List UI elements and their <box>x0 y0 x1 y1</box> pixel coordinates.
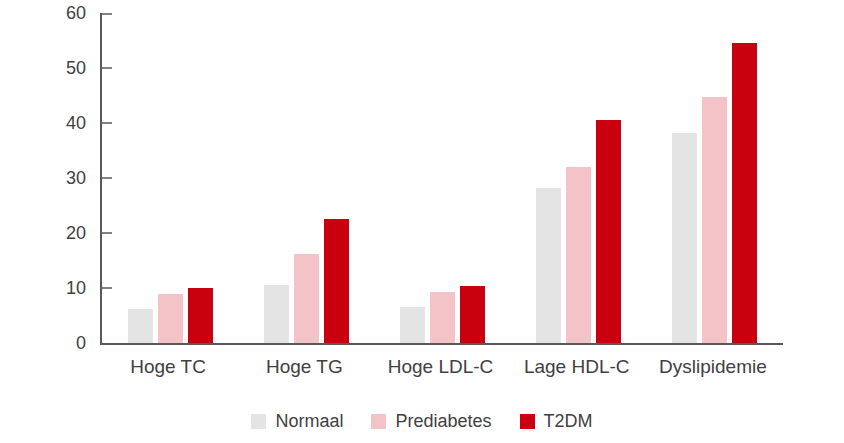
bar-t2dm <box>596 120 621 343</box>
x-axis-category-label: Hoge TC <box>100 356 236 378</box>
bar-group <box>374 13 510 343</box>
y-axis-tick-label: 20 <box>0 224 86 242</box>
legend-label: Normaal <box>275 411 343 432</box>
y-axis-tick-mark <box>102 177 112 179</box>
bar-prediabetes <box>566 167 591 343</box>
legend: Normaal Prediabetes T2DM <box>0 411 844 432</box>
y-axis-tick-label: 50 <box>0 59 86 77</box>
bar-normaal <box>672 133 697 343</box>
legend-swatch <box>371 414 386 429</box>
y-axis-tick-label: 60 <box>0 4 86 22</box>
bar-group <box>511 13 647 343</box>
legend-item-t2dm: T2DM <box>520 411 593 432</box>
y-axis-tick-mark <box>102 232 112 234</box>
x-axis-category-label: Hoge TG <box>236 356 372 378</box>
legend-label: T2DM <box>544 411 593 432</box>
y-axis-tick-label: 40 <box>0 114 86 132</box>
bar-groups <box>102 13 783 343</box>
plot-area <box>100 13 783 345</box>
y-axis-tick-mark <box>102 13 112 15</box>
bar-prediabetes <box>158 294 183 344</box>
bar-group <box>238 13 374 343</box>
bar-normaal <box>264 285 289 343</box>
bar-normaal <box>536 188 561 343</box>
x-axis-category-label: Hoge LDL-C <box>372 356 508 378</box>
x-axis-category-label: Lage HDL-C <box>509 356 645 378</box>
bar-t2dm <box>324 219 349 343</box>
bar-group <box>102 13 238 343</box>
legend-item-prediabetes: Prediabetes <box>371 411 491 432</box>
x-axis-labels: Hoge TCHoge TGHoge LDL-CLage HDL-CDyslip… <box>100 356 781 378</box>
y-axis-tick-mark <box>102 287 112 289</box>
bar-t2dm <box>460 286 485 343</box>
y-axis-tick-mark <box>102 67 112 69</box>
bar-t2dm <box>188 288 213 343</box>
legend-swatch <box>520 414 535 429</box>
bar-normaal <box>128 309 153 343</box>
y-axis-tick-mark <box>102 122 112 124</box>
bar-t2dm <box>732 43 757 343</box>
y-axis-tick-label: 30 <box>0 169 86 187</box>
bar-prediabetes <box>702 97 727 343</box>
legend-label: Prediabetes <box>395 411 491 432</box>
bar-normaal <box>400 307 425 343</box>
legend-item-normaal: Normaal <box>251 411 343 432</box>
y-axis-tick-label: 0 <box>0 334 86 352</box>
bar-group <box>647 13 783 343</box>
bar-prediabetes <box>294 254 319 343</box>
bar-chart: Hoge TCHoge TGHoge LDL-CLage HDL-CDyslip… <box>0 0 844 443</box>
legend-swatch <box>251 414 266 429</box>
x-axis-category-label: Dyslipidemie <box>645 356 781 378</box>
y-axis-tick-label: 10 <box>0 279 86 297</box>
bar-prediabetes <box>430 292 455 343</box>
